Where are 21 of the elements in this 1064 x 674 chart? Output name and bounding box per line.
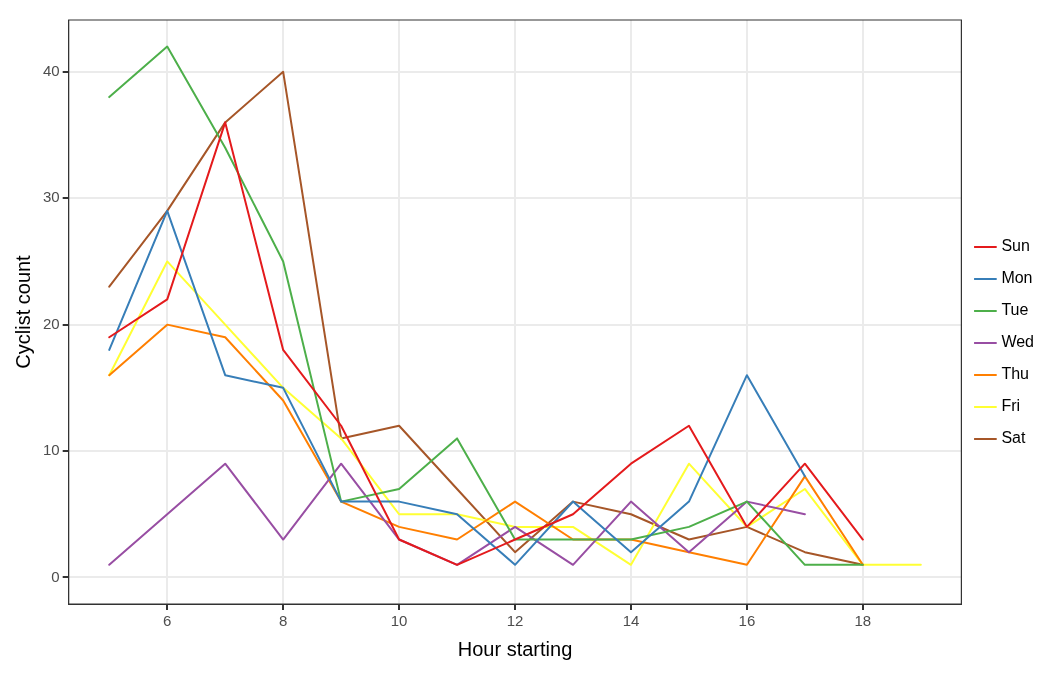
y-tick-label: 10 [43,441,60,459]
legend-label: Fri [1001,397,1021,415]
y-tick-label: 0 [51,567,60,585]
legend-label: Mon [1001,269,1033,287]
y-tick-label: 30 [43,188,60,206]
x-axis-title: Hour starting [457,637,573,660]
legend-label: Tue [1001,301,1029,319]
x-tick-label: 6 [163,612,172,630]
y-tick-label: 40 [43,61,60,79]
y-axis-title: Cyclist count [11,254,34,369]
legend-label: Wed [1001,333,1034,351]
y-tick-label: 20 [43,314,60,332]
x-tick-label: 10 [390,612,408,630]
legend-label: Thu [1001,365,1029,383]
x-tick-label: 14 [622,612,640,630]
x-tick-label: 16 [738,612,756,630]
legend-label: Sat [1001,429,1026,447]
x-tick-label: 12 [506,612,524,630]
x-tick-label: 8 [278,612,288,630]
x-tick-label: 18 [854,612,872,630]
legend-label: Sun [1001,237,1030,255]
